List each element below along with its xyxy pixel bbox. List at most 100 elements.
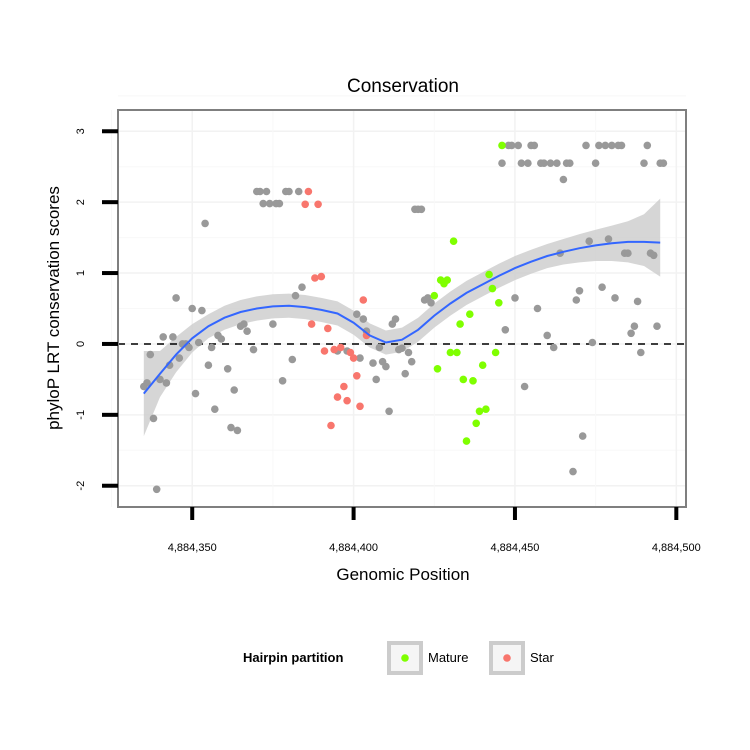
data-point-other <box>291 291 300 300</box>
data-point-other <box>382 362 390 371</box>
data-point-other <box>427 299 435 307</box>
data-point-mature <box>491 348 500 357</box>
data-point-other <box>243 327 251 336</box>
data-point-other <box>507 141 516 150</box>
data-point-other <box>630 322 639 331</box>
x-axis-label: Genomic Position <box>336 565 469 584</box>
data-point-other <box>143 379 151 387</box>
y-axis-label: phyloP LRT conservation scores <box>44 186 63 430</box>
data-point-other <box>211 405 219 414</box>
data-point-other <box>230 386 238 394</box>
data-point-other <box>369 359 377 367</box>
data-point-other <box>575 287 584 295</box>
x-tick-label: 4,884,400 <box>329 542 378 554</box>
data-point-other <box>204 361 213 370</box>
data-point-mature <box>469 377 477 385</box>
data-point-other <box>191 389 200 398</box>
data-point-other <box>501 326 510 334</box>
data-point-star <box>311 274 319 282</box>
data-point-mature <box>485 270 493 279</box>
data-point-other <box>595 141 603 150</box>
x-tick-label: 4,884,500 <box>652 542 701 554</box>
data-point-other <box>259 199 268 208</box>
y-tick-label: 2 <box>75 199 87 205</box>
x-axis: 4,884,350 4,884,400 4,884,450 4,884,500 <box>168 507 701 554</box>
data-point-other <box>546 159 555 167</box>
data-point-star <box>317 272 326 281</box>
data-point-other <box>578 432 587 440</box>
data-point-other <box>511 294 519 302</box>
legend-label-star: Star <box>530 650 555 665</box>
data-point-other <box>372 375 381 384</box>
confidence-ribbon-layer <box>143 198 661 437</box>
data-point-star <box>314 200 322 209</box>
data-point-mature <box>443 276 452 284</box>
data-point-other <box>265 199 274 208</box>
data-point-other <box>249 345 258 354</box>
data-point-other <box>298 283 306 292</box>
data-point-other <box>498 159 506 167</box>
data-point-other <box>404 348 413 357</box>
grid <box>111 95 686 507</box>
data-point-other <box>217 335 226 343</box>
data-point-mature <box>453 348 461 357</box>
data-point-star <box>320 347 329 355</box>
x-tick-label: 4,884,450 <box>490 542 539 554</box>
data-point-star <box>359 296 368 304</box>
data-point-other <box>659 159 668 167</box>
y-tick-label: 1 <box>75 270 87 276</box>
data-point-other <box>540 159 548 167</box>
data-point-other <box>149 414 158 423</box>
data-point-other <box>262 187 271 196</box>
data-point-star <box>356 402 364 411</box>
data-point-other <box>146 350 155 359</box>
data-point-other <box>194 338 203 347</box>
data-point-star <box>336 343 345 352</box>
confidence-ribbon <box>143 198 661 437</box>
data-point-other <box>359 315 368 323</box>
data-point-other <box>391 315 400 323</box>
data-point-other <box>375 343 384 352</box>
data-point-other <box>227 423 235 432</box>
data-point-star <box>327 421 335 430</box>
data-point-other <box>162 379 171 387</box>
data-point-mature <box>459 375 468 384</box>
data-point-mature <box>478 361 487 370</box>
data-point-other <box>627 329 635 338</box>
data-point-other <box>159 333 167 341</box>
data-point-other <box>185 343 193 352</box>
data-point-other <box>407 357 416 366</box>
points-layer <box>140 141 668 494</box>
data-point-other <box>533 304 542 313</box>
data-point-other <box>585 237 593 245</box>
data-point-star <box>324 324 332 333</box>
data-point-other <box>385 407 393 416</box>
data-point-other <box>520 382 529 391</box>
data-point-mature <box>430 291 439 300</box>
data-point-other <box>608 141 616 150</box>
data-point-other <box>201 219 209 228</box>
data-point-other <box>275 199 284 208</box>
data-point-other <box>617 141 626 150</box>
data-point-mature <box>488 284 497 293</box>
data-point-star <box>353 372 361 380</box>
x-tick-label: 4,884,350 <box>168 542 217 554</box>
data-point-star <box>301 200 310 209</box>
data-point-star <box>346 348 355 357</box>
data-point-other <box>591 159 600 167</box>
y-tick-label: 0 <box>75 341 87 347</box>
data-point-star <box>349 354 358 362</box>
data-point-other <box>653 322 661 331</box>
y-tick-label: 3 <box>75 128 87 134</box>
legend-swatch-star <box>503 654 511 662</box>
data-point-other <box>633 297 642 306</box>
data-point-other <box>588 338 597 347</box>
data-point-other <box>256 187 264 196</box>
data-point-other <box>572 296 581 304</box>
data-point-other <box>549 343 558 352</box>
data-point-mature <box>475 407 484 416</box>
data-point-mature <box>446 348 455 357</box>
data-point-mature <box>472 419 481 428</box>
data-point-star <box>333 393 342 401</box>
data-point-other <box>611 294 619 302</box>
